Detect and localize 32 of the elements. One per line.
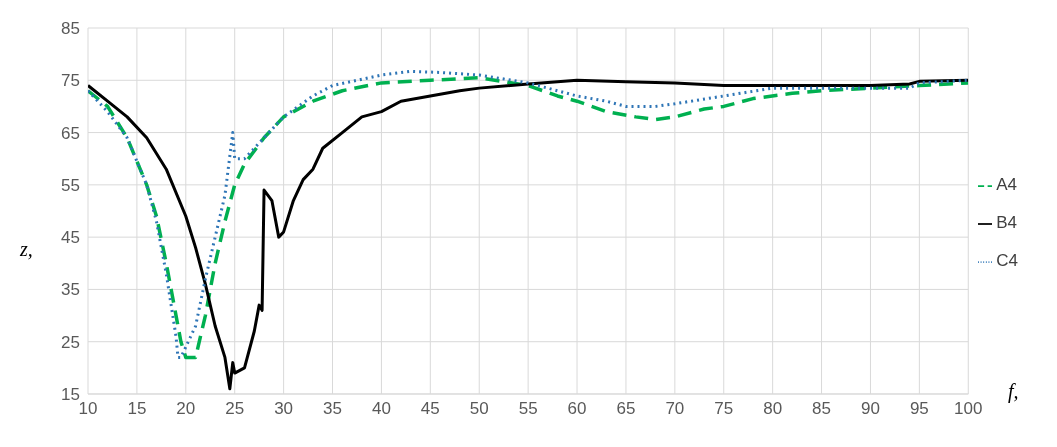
x-tick-label: 25 — [225, 399, 245, 419]
y-tick-label: 45 — [61, 228, 80, 248]
x-tick-label: 55 — [518, 399, 538, 419]
x-tick-label: 45 — [420, 399, 440, 419]
y-tick-label: 85 — [61, 19, 80, 39]
y-tick-label: 65 — [61, 123, 80, 143]
x-tick-label: 70 — [665, 399, 685, 419]
y-tick-label: 25 — [61, 332, 80, 352]
x-tick-label: 40 — [371, 399, 391, 419]
x-tick-label: 95 — [909, 399, 929, 419]
y-tick-label: 15 — [61, 385, 80, 405]
legend-label: B4 — [996, 213, 1018, 232]
x-axis-title: f, — [1008, 380, 1019, 403]
x-tick-label: 50 — [469, 399, 489, 419]
x-tick-label: 15 — [127, 399, 147, 419]
x-tick-label: 35 — [323, 399, 342, 419]
legend-label: C4 — [996, 251, 1018, 270]
x-tick-label: 10 — [78, 399, 98, 419]
y-tick-label: 35 — [61, 280, 80, 300]
x-tick-label: 65 — [616, 399, 636, 419]
x-tick-label: 60 — [567, 399, 587, 419]
x-tick-label: 30 — [274, 399, 294, 419]
x-tick-label: 80 — [763, 399, 783, 419]
x-tick-label: 90 — [861, 399, 880, 419]
y-tick-label: 55 — [61, 175, 80, 195]
y-tick-label: 75 — [61, 71, 80, 91]
x-tick-label: 75 — [714, 399, 734, 419]
x-tick-label: 85 — [812, 399, 832, 419]
legend-label: A4 — [996, 175, 1018, 194]
x-tick-label: 20 — [176, 399, 196, 419]
y-axis-title: z, — [20, 238, 33, 261]
x-tick-label: 100 — [954, 399, 983, 419]
